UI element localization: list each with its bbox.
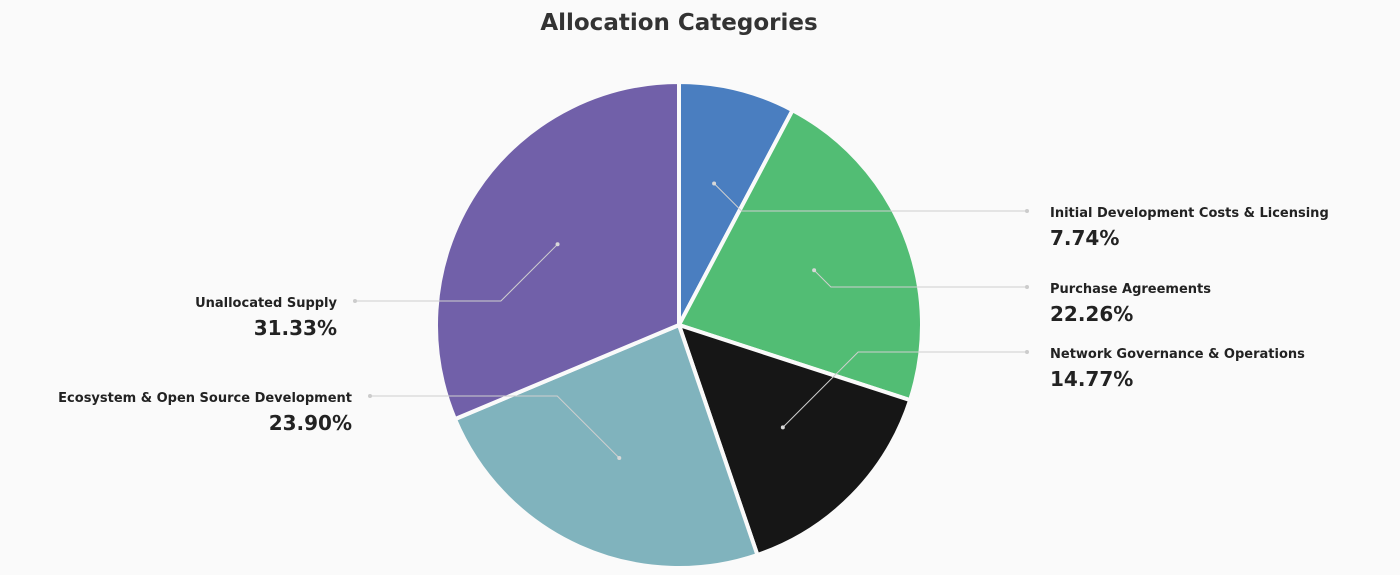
leader-dot [780,425,785,430]
legend-label: Unallocated Supply [195,296,337,311]
leader-line [782,351,1027,428]
leader-dot [712,181,717,186]
leader-dot [617,455,622,460]
leader-line [370,395,620,459]
legend-label: Initial Development Costs & Licensing [1050,206,1329,221]
pie-slice [677,323,913,557]
data-label: 31.33% [254,316,337,340]
pie-slice [434,80,681,422]
data-label: 22.26% [1050,302,1133,326]
pie-slice [677,108,924,403]
leader-line [713,183,1027,212]
chart-title: Allocation Categories [540,10,817,36]
legend-label: Purchase Agreements [1050,282,1211,297]
data-label: 14.77% [1050,367,1133,391]
pie-slice [452,323,760,570]
leader-dot [1025,209,1029,213]
leader-dot [353,299,357,303]
legend-label: Ecosystem & Open Source Development [58,391,352,406]
data-label: 7.74% [1050,226,1119,250]
leader-line [813,269,1027,288]
data-label: 23.90% [269,411,352,435]
leader-dot [1025,285,1029,289]
leader-dot [555,242,560,247]
legend-label: Network Governance & Operations [1050,347,1305,362]
pie-slice [677,80,795,327]
leader-dot [812,268,817,273]
leader-dot [368,394,372,398]
leader-line [355,243,558,302]
leader-dot [1025,350,1029,354]
